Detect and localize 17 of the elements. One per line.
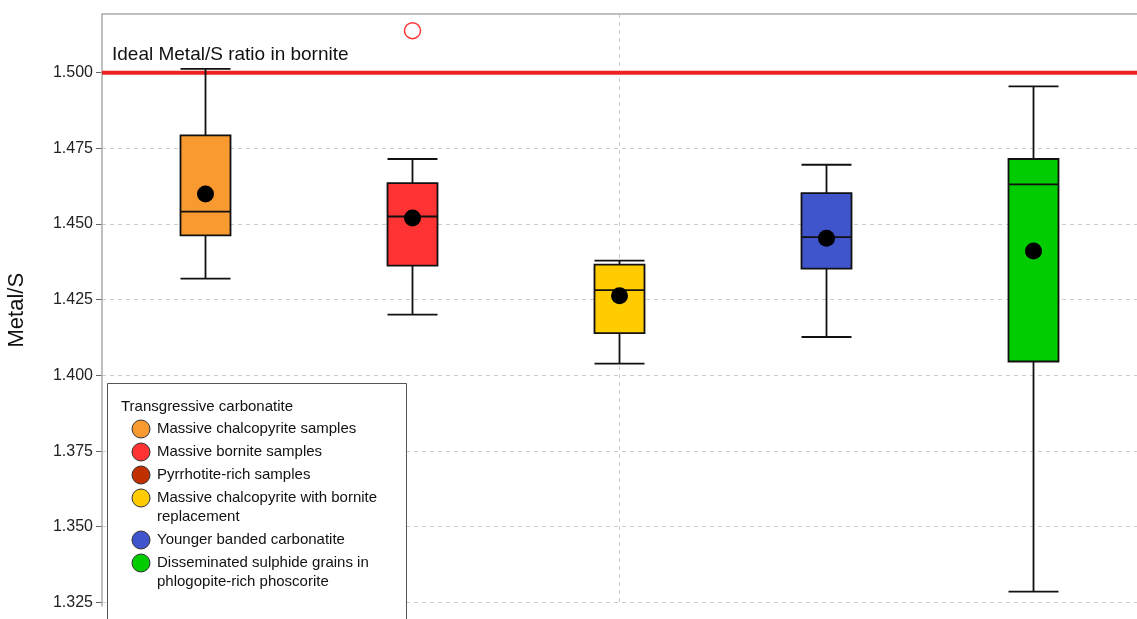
legend-label: Massive bornite samples (157, 442, 323, 460)
legend-label: Younger banded carbonatite (157, 530, 345, 548)
legend-label: Disseminated sulphide grains in phlogopite-rich phoscorite (157, 553, 369, 590)
y-tick-label: 1.375 (52, 441, 94, 459)
y-tick-label: 1.325 (52, 592, 94, 610)
legend-label: Massive chalcopyrite with bornite replacement (157, 488, 378, 525)
legend-title: Transgressive carbonatite (121, 397, 294, 415)
y-tick-label: 1.475 (52, 138, 94, 156)
legend-label: Pyrrhotite-rich samples (157, 465, 311, 483)
y-tick-label: 1.400 (52, 365, 94, 383)
ref-line-label: Ideal Metal/S ratio in bornite (112, 43, 349, 65)
y-axis-title: Metal/S (3, 272, 29, 348)
y-tick-label: 1.425 (52, 290, 94, 308)
y-tick-label: 1.350 (52, 517, 94, 535)
y-tick-label: 1.500 (52, 63, 94, 81)
y-tick-label: 1.450 (52, 214, 94, 232)
legend-label: Massive chalcopyrite samples (157, 419, 357, 437)
